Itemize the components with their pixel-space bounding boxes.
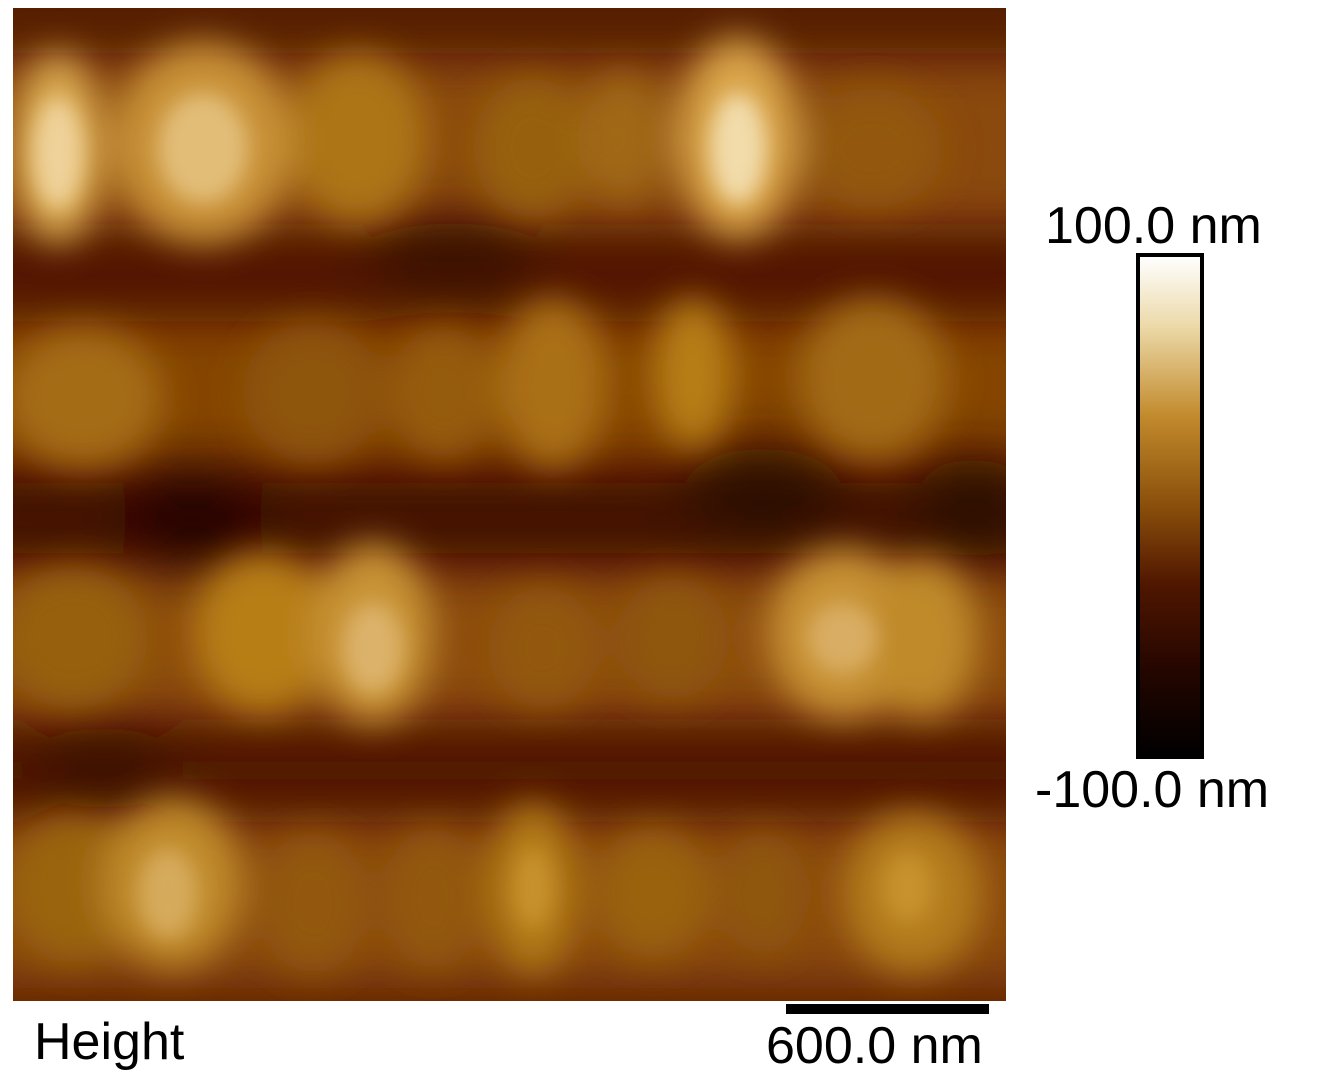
row-3-features <box>13 543 978 723</box>
row-4-highlights <box>138 848 933 938</box>
scale-bar <box>786 1004 989 1014</box>
afm-height-map <box>13 8 1006 1001</box>
height-map-graphic <box>13 8 1006 1001</box>
trough-bands <box>13 8 1006 808</box>
colorbar-min-label: -100.0 nm <box>1035 761 1270 819</box>
row-2-features <box>13 298 948 468</box>
channel-label: Height <box>34 1013 185 1071</box>
height-colorbar <box>1136 253 1204 759</box>
row-3-highlights <box>343 603 878 693</box>
scale-bar-label: 600.0 nm <box>766 1017 983 1075</box>
row-1-highlights <box>33 93 766 208</box>
colorbar-max-label: 100.0 nm <box>1045 197 1262 255</box>
